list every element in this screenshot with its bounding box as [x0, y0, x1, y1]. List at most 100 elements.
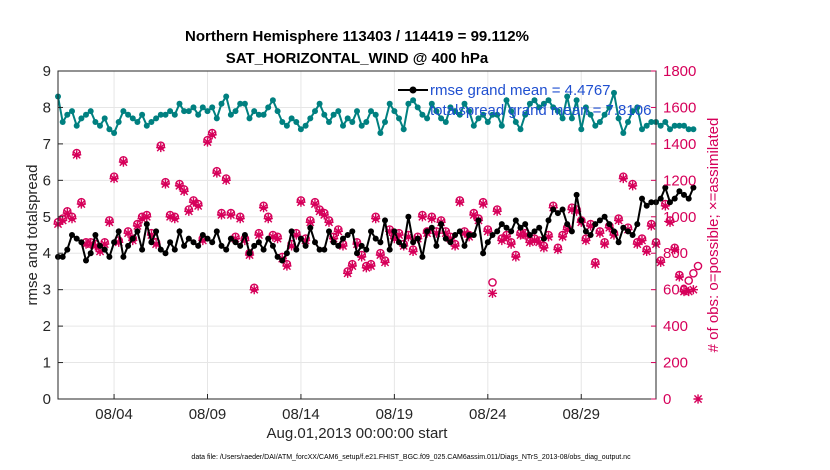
- chart-title-line1: Northern Hemisphere 113403 / 114419 = 99…: [185, 28, 529, 45]
- rmse-point: [64, 246, 71, 253]
- rmse-point: [218, 242, 225, 249]
- obs_assimilated-point: [291, 230, 301, 240]
- totalspread-point: [615, 115, 622, 122]
- obs_assimilated-point: [609, 230, 619, 240]
- obs_assimilated-point: [483, 226, 493, 236]
- obs_assimilated-point: [86, 239, 96, 249]
- totalspread-point: [526, 100, 533, 107]
- totalspread-point: [283, 122, 290, 129]
- rmse-point: [536, 224, 543, 231]
- totalspread-point: [382, 119, 388, 125]
- obs_assimilated-point: [543, 232, 554, 242]
- rmse-point: [115, 228, 122, 235]
- rmse-point: [302, 242, 309, 249]
- totalspread-point: [181, 108, 188, 115]
- obs_assimilated-point: [445, 234, 456, 244]
- rmse-point: [213, 228, 220, 235]
- rmse-point: [97, 242, 103, 249]
- totalspread-point: [405, 100, 412, 107]
- y-axis-left-label: rmse and totalspread: [24, 165, 41, 306]
- obs_assimilated-point: [534, 237, 544, 247]
- totalspread-point: [424, 115, 431, 122]
- rmse-point: [592, 221, 599, 228]
- chart-title-line2: SAT_HORIZONTAL_WIND @ 400 hPa: [226, 50, 489, 67]
- rmse-point: [690, 184, 697, 191]
- obs_assimilated-point: [581, 235, 591, 246]
- x-axis-label: Aug.01,2013 00:00:00 start: [267, 425, 449, 442]
- totalspread-point: [522, 111, 529, 118]
- obs_assimilated-point: [338, 241, 348, 251]
- obs_assimilated-point: [670, 244, 680, 255]
- data-file-footer: data file: /Users/raeder/DAI/ATM_forcXX/…: [191, 454, 631, 461]
- totalspread-point: [606, 104, 613, 111]
- rmse-point: [199, 232, 206, 238]
- obs_assimilated-point: [174, 181, 185, 191]
- totalspread-point: [176, 100, 183, 107]
- obs_assimilated-point: [249, 285, 259, 295]
- rmse-point: [596, 217, 603, 224]
- rmse-point: [312, 239, 318, 246]
- obs_assimilated-point: [193, 201, 203, 211]
- rmse-point: [340, 235, 346, 242]
- totalspread-point: [223, 93, 230, 100]
- totalspread-point: [344, 115, 351, 122]
- totalspread-point: [596, 119, 603, 125]
- rmse-point: [671, 195, 678, 202]
- rmse-point: [611, 228, 617, 235]
- rmse-point: [400, 242, 407, 249]
- rmse-point: [321, 246, 328, 253]
- rmse-point: [223, 246, 230, 253]
- obs_assimilated-point: [165, 212, 175, 222]
- obs_assimilated-point: [361, 263, 371, 273]
- totalspread-point: [676, 122, 683, 129]
- obs_assimilated-point: [571, 206, 582, 216]
- y-left-tick-label: 3: [43, 282, 51, 299]
- rmse-point: [456, 228, 463, 235]
- rmse-point: [522, 221, 529, 228]
- totalspread-point: [363, 119, 370, 125]
- rmse-point: [344, 232, 351, 238]
- totalspread-point: [358, 122, 365, 129]
- x-tick-label: 08/29: [562, 406, 600, 423]
- rmse-point: [526, 232, 533, 238]
- totalspread-point: [550, 104, 557, 111]
- totalspread-point: [662, 119, 669, 125]
- y-left-tick-label: 2: [43, 318, 51, 335]
- totalspread-point: [377, 130, 384, 136]
- series-layer: [53, 89, 703, 404]
- obs_assimilated-point: [628, 181, 638, 191]
- totalspread-point: [265, 104, 272, 111]
- obs_assimilated-point: [347, 261, 357, 271]
- totalspread-point: [153, 115, 160, 122]
- y-left-tick-label: 0: [43, 391, 51, 408]
- totalspread-point: [185, 108, 192, 115]
- totalspread-point: [302, 122, 309, 129]
- obs_assimilated-point: [240, 235, 250, 246]
- rmse-point: [503, 224, 510, 231]
- rmse-point: [625, 228, 631, 235]
- rmse-point: [568, 228, 575, 235]
- rmse-point: [410, 239, 417, 246]
- totalspread-point: [540, 100, 547, 107]
- rmse-point: [83, 257, 89, 264]
- totalspread-point: [400, 126, 407, 133]
- totalspread-point: [391, 108, 398, 115]
- y-right-tick-label: 1400: [663, 136, 696, 153]
- obs_assimilated-point: [67, 214, 77, 224]
- rmse-point: [424, 228, 431, 235]
- rmse-point: [447, 239, 454, 246]
- totalspread-point: [115, 119, 122, 125]
- rmse-point: [391, 228, 398, 235]
- rmse-point: [662, 184, 669, 191]
- rmse-point: [629, 232, 636, 238]
- obs_assimilated-point: [688, 285, 698, 295]
- totalspread-point: [648, 119, 655, 125]
- rmse-point: [358, 242, 365, 249]
- totalspread-point: [251, 108, 258, 115]
- obs_assimilated-point: [188, 197, 199, 207]
- rmse-point: [559, 206, 566, 213]
- rmse-point: [657, 195, 664, 202]
- totalspread-point: [456, 111, 463, 118]
- obs_assimilated-point: [506, 239, 516, 249]
- totalspread-point: [480, 111, 487, 118]
